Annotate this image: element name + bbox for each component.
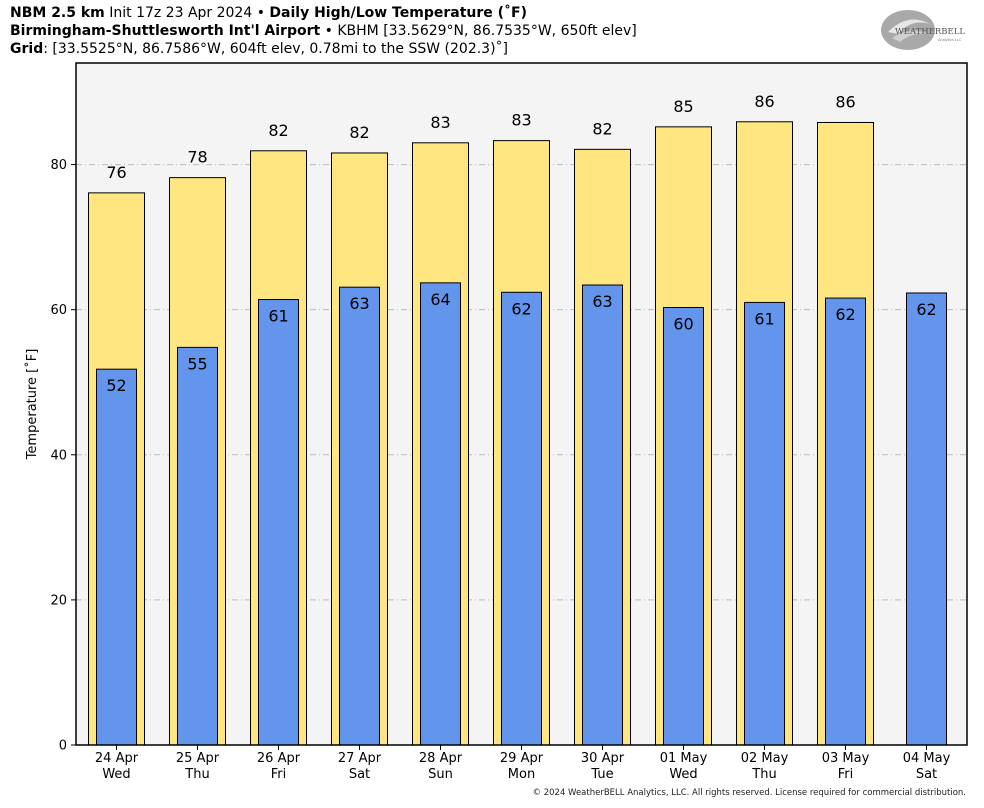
x-tick-day: Wed xyxy=(102,767,130,782)
high-temp-label: 82 xyxy=(592,119,612,138)
logo-subtext: Analytics LLC xyxy=(938,38,962,42)
low-temp-bar xyxy=(339,286,380,746)
low-temp-bar xyxy=(501,291,542,746)
low-temp-label: 52 xyxy=(106,376,126,395)
low-temp-label: 62 xyxy=(835,305,855,324)
low-temp-bar xyxy=(744,301,785,746)
x-tick-day: Sun xyxy=(428,767,453,782)
x-tick-date: 01 May xyxy=(660,751,708,766)
low-temp-bar xyxy=(96,368,137,746)
low-temp-bar xyxy=(906,292,947,746)
y-tick-label: 40 xyxy=(50,448,67,463)
x-tick-date: 27 Apr xyxy=(338,751,382,766)
high-temp-label: 83 xyxy=(511,111,531,130)
separator: • xyxy=(256,5,265,21)
chart-title-line1: NBM 2.5 km Init 17z 23 Apr 2024 • Daily … xyxy=(10,5,527,22)
product-title: Daily High/Low Temperature (˚F) xyxy=(269,5,527,21)
chart-title-line2: Birmingham-Shuttlesworth Int'l Airport •… xyxy=(10,23,637,40)
init-time: Init 17z 23 Apr 2024 xyxy=(109,5,253,21)
low-temp-bar xyxy=(663,307,704,746)
x-tick-day: Tue xyxy=(590,767,613,782)
x-tick-day: Wed xyxy=(669,767,697,782)
low-temp-label: 61 xyxy=(268,307,288,326)
low-temp-label: 64 xyxy=(430,290,450,309)
high-temp-label: 83 xyxy=(430,113,450,132)
low-temp-bar xyxy=(582,284,623,746)
station-info: KBHM [33.5629°N, 86.7535°W, 650ft elev] xyxy=(337,23,637,39)
x-tick-day: Thu xyxy=(751,767,776,782)
x-tick-date: 30 Apr xyxy=(581,751,625,766)
high-temp-label: 85 xyxy=(673,97,693,116)
x-tick-day: Thu xyxy=(184,767,209,782)
low-temp-label: 55 xyxy=(187,354,207,373)
station-name: Birmingham-Shuttlesworth Int'l Airport xyxy=(10,23,321,39)
low-temp-label: 60 xyxy=(673,315,693,334)
copyright-notice: © 2024 WeatherBELL Analytics, LLC. All r… xyxy=(532,788,966,798)
x-tick-day: Fri xyxy=(838,767,854,782)
grid-info: : [33.5525°N, 86.7586°W, 604ft elev, 0.7… xyxy=(43,41,509,57)
y-tick-label: 0 xyxy=(59,739,67,754)
low-temp-label: 63 xyxy=(349,294,369,313)
x-tick-day: Mon xyxy=(508,767,535,782)
low-temp-bar xyxy=(420,282,461,746)
low-temp-label: 63 xyxy=(592,292,612,311)
low-temp-label: 62 xyxy=(511,299,531,318)
plot-frame xyxy=(75,62,968,746)
y-tick-label: 80 xyxy=(50,158,67,173)
x-tick-date: 02 May xyxy=(741,751,789,766)
high-temp-label: 78 xyxy=(187,148,207,167)
low-temp-bar xyxy=(258,299,299,746)
x-tick-date: 26 Apr xyxy=(257,751,301,766)
x-tick-date: 25 Apr xyxy=(176,751,220,766)
high-temp-label: 76 xyxy=(106,163,126,182)
low-temp-bar xyxy=(177,346,218,746)
x-tick-day: Sat xyxy=(916,767,937,782)
high-temp-label: 86 xyxy=(754,92,774,111)
x-tick-day: Sat xyxy=(349,767,370,782)
logo-text: WEATHERBELL xyxy=(895,27,965,37)
grid-label: Grid xyxy=(10,41,44,57)
y-tick-label: 20 xyxy=(50,593,67,608)
x-tick-date: 29 Apr xyxy=(500,751,544,766)
high-temp-label: 82 xyxy=(349,123,369,142)
x-tick-date: 04 May xyxy=(903,751,951,766)
x-tick-date: 24 Apr xyxy=(95,751,139,766)
weatherbell-logo: WEATHERBELL Analytics LLC xyxy=(881,10,965,50)
x-tick-day: Fri xyxy=(271,767,287,782)
logo-swirl xyxy=(881,10,935,50)
x-tick-date: 28 Apr xyxy=(419,751,463,766)
low-temp-label: 62 xyxy=(916,300,936,319)
logo-swirl-highlight xyxy=(888,19,930,34)
separator: • xyxy=(324,23,333,39)
high-temp-label: 86 xyxy=(835,92,855,111)
y-axis-label: Temperature [˚F] xyxy=(24,349,40,461)
x-tick-date: 03 May xyxy=(822,751,870,766)
chart-title-line3: Grid: [33.5525°N, 86.7586°W, 604ft elev,… xyxy=(10,41,508,58)
high-temp-label: 82 xyxy=(268,121,288,140)
y-tick-label: 60 xyxy=(50,303,67,318)
low-temp-bar xyxy=(825,297,866,746)
model-name: NBM 2.5 km xyxy=(10,5,105,21)
low-temp-label: 61 xyxy=(754,309,774,328)
